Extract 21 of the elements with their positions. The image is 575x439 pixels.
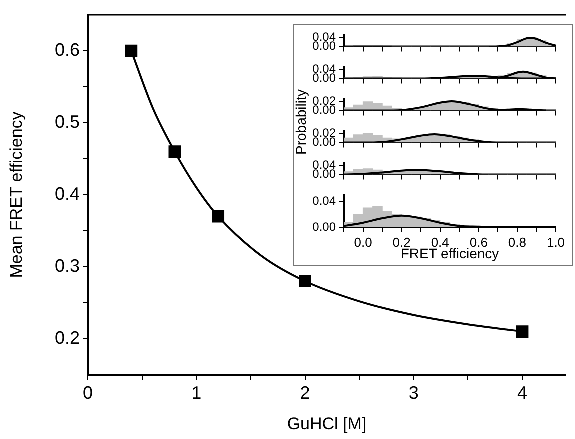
x-tick-label: 0.6 xyxy=(470,234,488,250)
y-tick-label: 0.2 xyxy=(54,328,80,348)
y-tick-label: 0.04 xyxy=(312,194,336,208)
x-tick-label: 0.4 xyxy=(431,234,450,250)
y-tick-label: 0.3 xyxy=(54,256,80,276)
y-tick-label: 0.4 xyxy=(54,184,80,204)
x-tick-label: 0.2 xyxy=(392,234,411,250)
x-axis-title: GuHCl [M] xyxy=(287,414,367,434)
x-tick-label: 1 xyxy=(192,382,202,403)
x-tick-label: 1.0 xyxy=(546,234,566,250)
x-tick-label: 4 xyxy=(518,382,528,403)
x-tick-label: 2 xyxy=(300,382,310,403)
x-tick-label: 0.8 xyxy=(508,234,526,250)
y-tick-label: 0.00 xyxy=(312,220,336,234)
y-axis-title: Mean FRET efficiency xyxy=(6,111,26,278)
x-tick-label: 0 xyxy=(82,382,94,403)
x-tick-label: 3 xyxy=(408,382,419,403)
y-tick-label: 0.6 xyxy=(54,40,80,60)
y-axis-title: Probability xyxy=(293,90,309,155)
x-tick-label: 0.0 xyxy=(354,234,372,250)
y-tick-label: 0.5 xyxy=(54,112,80,132)
